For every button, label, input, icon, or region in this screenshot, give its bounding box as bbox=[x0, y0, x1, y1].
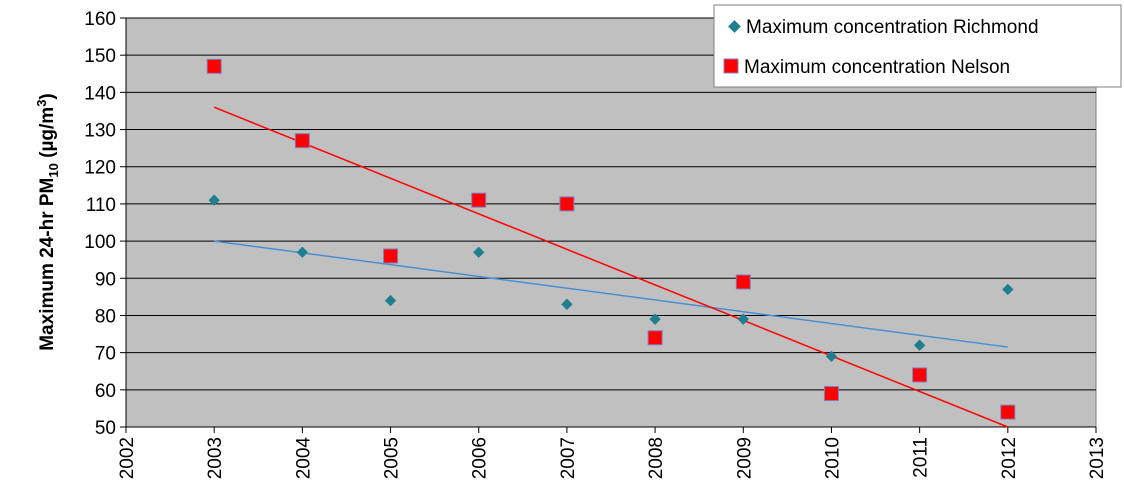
data-point-richmond bbox=[825, 350, 838, 363]
x-tick-label: 2002 bbox=[117, 437, 138, 479]
legend-label-richmond: Maximum concentration Richmond bbox=[746, 17, 1039, 38]
x-tick-label: 2010 bbox=[822, 437, 843, 479]
x-tick-label: 2003 bbox=[205, 437, 226, 479]
y-tick-label: 160 bbox=[84, 9, 116, 30]
x-tick-label: 2008 bbox=[646, 437, 667, 479]
data-point-richmond bbox=[473, 246, 485, 258]
trendline-series-0 bbox=[214, 240, 1008, 348]
data-point-richmond bbox=[208, 194, 220, 206]
y-tick-label: 50 bbox=[95, 418, 116, 439]
data-point-nelson bbox=[471, 192, 487, 208]
legend-label-nelson: Maximum concentration Nelson bbox=[744, 57, 1010, 78]
x-tick-labels: 2002 2003 2004 2005 2006 2007 2008 2009 2010 2011… bbox=[117, 437, 1108, 480]
y-tick-label: 70 bbox=[95, 344, 116, 365]
x-tick-label: 2005 bbox=[382, 437, 403, 479]
legend-box bbox=[713, 4, 1122, 88]
y-tick-label: 130 bbox=[84, 121, 116, 142]
data-point-richmond bbox=[913, 339, 926, 351]
data-point-nelson bbox=[383, 248, 399, 264]
data-point-nelson bbox=[912, 367, 928, 383]
y-tick-label: 100 bbox=[84, 232, 116, 253]
y-tick-labels: 50 60 70 80 90 100 110 120 130 140 150 160 bbox=[84, 9, 116, 439]
data-point-nelson bbox=[559, 196, 575, 212]
trendlines bbox=[213, 106, 1009, 428]
data-point-nelson bbox=[647, 330, 663, 346]
y-tick-label: 80 bbox=[95, 306, 116, 327]
data-point-nelson bbox=[735, 274, 751, 290]
y-tick-label: 60 bbox=[95, 381, 116, 402]
data-points bbox=[206, 58, 1016, 420]
legend-marker-nelson bbox=[723, 58, 739, 74]
y-tick-label: 140 bbox=[84, 83, 116, 104]
data-point-richmond bbox=[384, 294, 397, 307]
data-point-richmond bbox=[561, 298, 573, 310]
x-tick-label: 2013 bbox=[1087, 437, 1108, 479]
data-point-nelson bbox=[1000, 404, 1016, 420]
x-tick-label: 2004 bbox=[293, 437, 314, 480]
x-tick-label: 2007 bbox=[558, 437, 579, 479]
y-tick-label: 110 bbox=[86, 195, 116, 216]
y-tick-label: 120 bbox=[84, 158, 116, 179]
data-point-nelson bbox=[823, 386, 839, 402]
y-axis-label: Maximum 24-hr PM10 (µg/m3) bbox=[34, 93, 61, 351]
trendline-series-1 bbox=[213, 106, 1009, 428]
data-point-nelson bbox=[206, 58, 222, 74]
legend: Maximum concentration Richmond Maximum c… bbox=[713, 4, 1122, 88]
x-tick-label: 2009 bbox=[734, 437, 755, 479]
data-point-richmond bbox=[737, 313, 749, 325]
data-point-richmond bbox=[1002, 283, 1014, 296]
x-tick-label: 2012 bbox=[999, 437, 1020, 479]
data-point-richmond bbox=[649, 313, 661, 325]
y-tick-label: 90 bbox=[95, 269, 116, 290]
x-tick-label: 2006 bbox=[470, 437, 491, 479]
axes bbox=[120, 17, 1097, 433]
data-point-nelson bbox=[294, 133, 310, 149]
x-tick-label: 2011 bbox=[911, 437, 932, 478]
gridlines bbox=[126, 17, 1096, 391]
y-tick-label: 150 bbox=[84, 46, 116, 67]
data-point-richmond bbox=[296, 246, 309, 258]
